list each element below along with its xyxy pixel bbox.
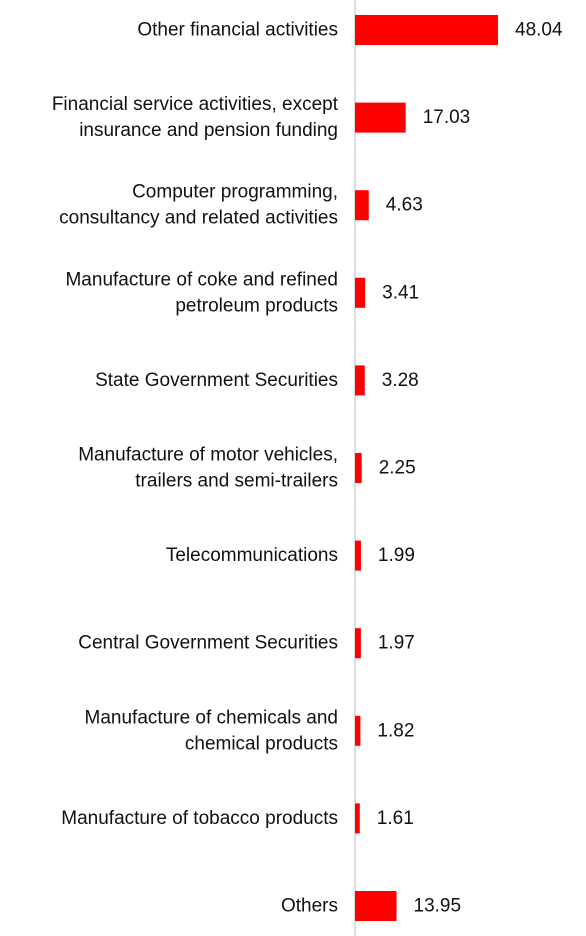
bar bbox=[355, 715, 361, 746]
category-label: chemical products bbox=[185, 733, 338, 754]
value-labels-group: 48.04 17.03 4.63 3.41 3.28 2.25 1.99 1.97 1.82 1.… bbox=[377, 20, 563, 917]
category-label: consultancy and related activities bbox=[59, 208, 338, 229]
bar bbox=[355, 803, 360, 834]
bar bbox=[355, 540, 361, 571]
category-label: Others bbox=[281, 896, 338, 917]
bars-group bbox=[355, 15, 498, 921]
bar bbox=[355, 365, 365, 396]
data-label: 1.61 bbox=[377, 808, 414, 829]
data-label: 48.04 bbox=[515, 20, 563, 41]
category-label: Manufacture of tobacco products bbox=[61, 808, 338, 829]
data-label: 3.41 bbox=[382, 282, 419, 303]
bar bbox=[355, 453, 362, 483]
bar bbox=[355, 628, 361, 659]
data-label: 13.95 bbox=[414, 896, 462, 917]
category-label: Computer programming, bbox=[132, 182, 338, 203]
bar bbox=[355, 102, 406, 133]
category-label: Manufacture of coke and refined bbox=[65, 269, 338, 290]
data-label: 3.28 bbox=[382, 370, 419, 391]
category-label: Central Government Securities bbox=[78, 633, 338, 654]
data-label: 4.63 bbox=[386, 195, 423, 216]
category-label: Other financial activities bbox=[137, 20, 338, 41]
data-label: 17.03 bbox=[423, 107, 471, 128]
bar bbox=[355, 891, 397, 921]
data-label: 1.97 bbox=[378, 633, 415, 654]
category-label: trailers and semi-trailers bbox=[135, 471, 338, 492]
category-label: Manufacture of motor vehicles, bbox=[78, 445, 338, 466]
category-label: Manufacture of chemicals and bbox=[85, 707, 338, 728]
category-label: petroleum products bbox=[175, 295, 338, 316]
bar bbox=[355, 15, 498, 45]
category-label: State Government Securities bbox=[95, 370, 338, 391]
data-label: 1.99 bbox=[378, 545, 415, 566]
bar bbox=[355, 277, 366, 308]
bar bbox=[355, 190, 369, 221]
category-labels-group: Other financial activities Financial serv… bbox=[52, 20, 339, 917]
category-label: Telecommunications bbox=[166, 545, 338, 566]
data-label: 1.82 bbox=[377, 720, 414, 741]
category-label: Financial service activities, except bbox=[52, 94, 339, 115]
data-label: 2.25 bbox=[379, 458, 416, 479]
category-label: insurance and pension funding bbox=[79, 120, 338, 141]
